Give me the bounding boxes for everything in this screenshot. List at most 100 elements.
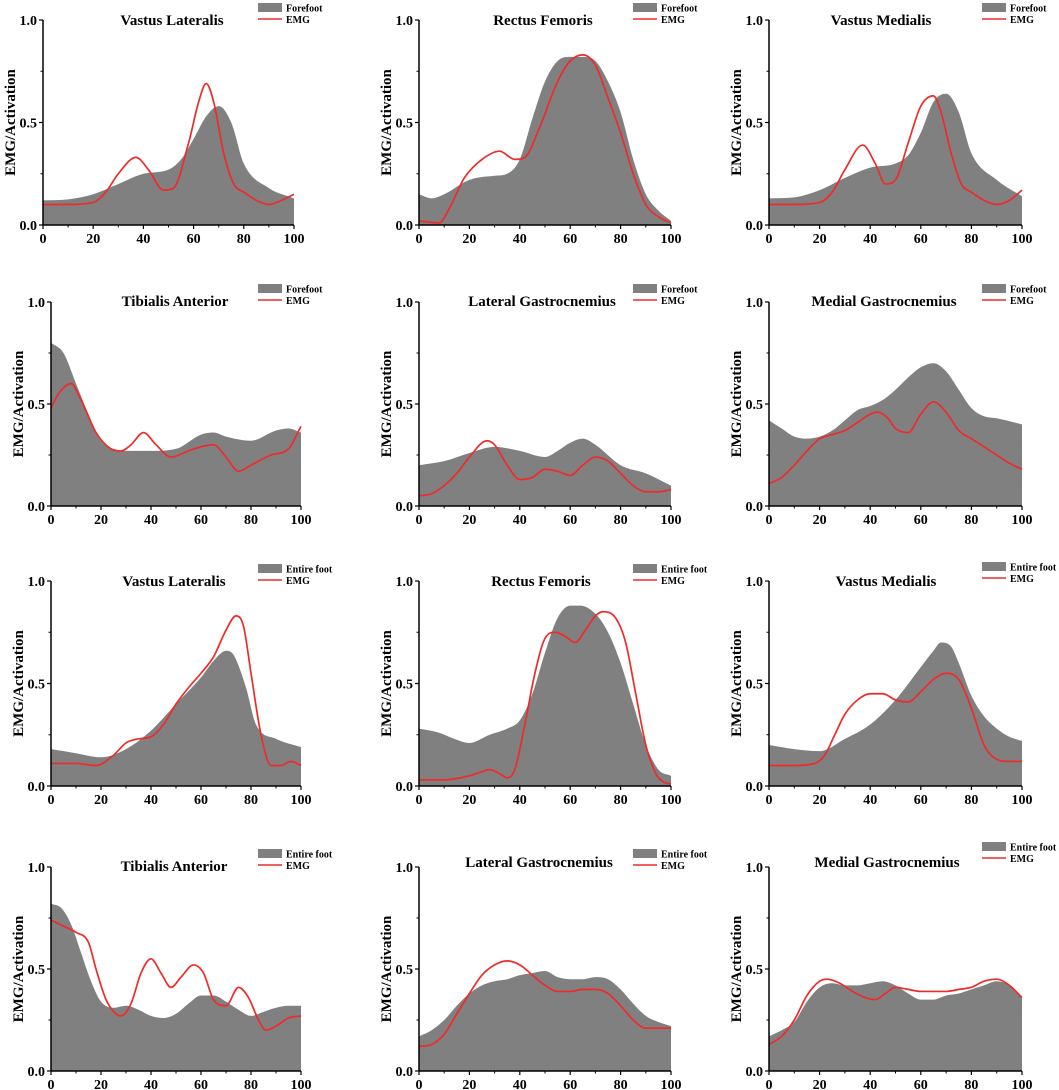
legend-label-area: Entire foot bbox=[286, 850, 333, 861]
x-tick-label: 80 bbox=[237, 232, 251, 247]
panel-title: Vastus Medialis bbox=[831, 13, 932, 29]
y-axis-label: EMG/Activation bbox=[729, 69, 745, 176]
x-tick-label: 40 bbox=[513, 513, 527, 528]
y-axis-label: EMG/Activation bbox=[11, 350, 27, 457]
x-tick-label: 0 bbox=[48, 1078, 55, 1090]
x-tick-label: 20 bbox=[813, 793, 827, 808]
y-tick-label: 0.5 bbox=[28, 398, 46, 413]
legend-label-area: Forefoot bbox=[661, 4, 698, 15]
y-tick-label: 0.5 bbox=[28, 678, 46, 693]
x-tick-label: 100 bbox=[661, 793, 682, 808]
y-tick-label: 0.5 bbox=[746, 117, 764, 132]
legend-swatch-area bbox=[258, 849, 282, 858]
y-axis-label: EMG/Activation bbox=[729, 350, 745, 457]
x-tick-label: 100 bbox=[1012, 513, 1033, 528]
y-axis-label: EMG/Activation bbox=[11, 915, 27, 1022]
panel-title: Vastus Lateralis bbox=[122, 574, 225, 590]
panel-title: Lateral Gastrocnemius bbox=[465, 855, 613, 871]
x-tick-label: 20 bbox=[94, 1078, 108, 1090]
x-tick-label: 60 bbox=[914, 232, 928, 247]
emg-line-series bbox=[769, 672, 1022, 767]
legend-swatch-area bbox=[982, 3, 1006, 12]
x-tick-label: 100 bbox=[291, 1078, 312, 1090]
activation-area-series bbox=[51, 903, 301, 1071]
emg-line-series bbox=[768, 401, 1023, 485]
y-tick-label: 0.5 bbox=[28, 963, 46, 978]
x-tick-label: 0 bbox=[416, 513, 423, 528]
chart-panel-10: 0 20 40 60 80 100 0.0 0.5 1.0 EMG/Activation Tibia… bbox=[11, 849, 333, 1090]
y-tick-label: 0.5 bbox=[396, 398, 414, 413]
x-tick-label: 80 bbox=[964, 513, 978, 528]
chart-panel-4: 0 20 40 60 80 100 0.0 0.5 1.0 EMG/Activation Tibia… bbox=[11, 284, 323, 528]
y-tick-label: 0.0 bbox=[28, 1065, 46, 1080]
legend-swatch-area bbox=[258, 3, 282, 12]
activation-area-series bbox=[419, 971, 671, 1071]
y-axis-label: EMG/Activation bbox=[379, 630, 395, 737]
x-tick-label: 80 bbox=[964, 793, 978, 808]
chart-panel-12: 0 20 40 60 80 100 0.0 0.5 1.0 EMG/Activation Media… bbox=[729, 842, 1057, 1090]
x-tick-label: 40 bbox=[513, 232, 527, 247]
y-tick-label: 1.0 bbox=[396, 575, 414, 590]
chart-panel-9: 0 20 40 60 80 100 0.0 0.5 1.0 EMG/Activation Vastu… bbox=[729, 562, 1057, 808]
emg-line-series bbox=[768, 978, 1023, 1046]
y-axis-label: EMG/Activation bbox=[379, 69, 395, 176]
panel-title: Vastus Lateralis bbox=[120, 13, 223, 29]
legend-label-line: EMG bbox=[286, 296, 310, 307]
x-tick-label: 0 bbox=[766, 1078, 773, 1090]
legend-label-line: EMG bbox=[1010, 574, 1034, 585]
x-tick-label: 20 bbox=[462, 1078, 476, 1090]
y-tick-label: 0.0 bbox=[746, 500, 764, 515]
x-tick-label: 40 bbox=[863, 793, 877, 808]
x-tick-label: 60 bbox=[194, 793, 208, 808]
y-tick-label: 0.0 bbox=[746, 780, 764, 795]
x-tick-label: 100 bbox=[284, 232, 305, 247]
legend-swatch-area bbox=[633, 284, 657, 293]
y-tick-label: 0.0 bbox=[28, 500, 46, 515]
y-tick-label: 0.5 bbox=[396, 117, 414, 132]
y-tick-label: 1.0 bbox=[746, 861, 764, 876]
x-tick-label: 80 bbox=[614, 513, 628, 528]
y-tick-label: 0.5 bbox=[746, 963, 764, 978]
y-tick-label: 0.0 bbox=[746, 219, 764, 234]
emg-line-series bbox=[418, 53, 672, 224]
x-tick-label: 60 bbox=[563, 513, 577, 528]
y-tick-label: 0.0 bbox=[20, 219, 38, 234]
panel-title: Lateral Gastrocnemius bbox=[468, 294, 616, 310]
legend-swatch-area bbox=[258, 284, 282, 293]
x-tick-label: 20 bbox=[94, 793, 108, 808]
y-tick-label: 1.0 bbox=[746, 575, 764, 590]
legend-swatch-area bbox=[982, 284, 1006, 293]
x-tick-label: 80 bbox=[614, 1078, 628, 1090]
legend-label-area: Entire foot bbox=[661, 850, 708, 861]
emg-line-series bbox=[418, 959, 671, 1048]
x-tick-label: 40 bbox=[513, 1078, 527, 1090]
x-tick-label: 60 bbox=[914, 1078, 928, 1090]
y-tick-label: 0.0 bbox=[396, 1065, 414, 1080]
x-tick-label: 20 bbox=[813, 232, 827, 247]
x-tick-label: 20 bbox=[462, 793, 476, 808]
x-tick-label: 20 bbox=[86, 232, 100, 247]
legend-label-line: EMG bbox=[661, 576, 685, 587]
x-tick-label: 80 bbox=[964, 232, 978, 247]
x-tick-label: 0 bbox=[766, 513, 773, 528]
x-tick-label: 60 bbox=[563, 793, 577, 808]
panel-title: Rectus Femoris bbox=[493, 13, 593, 29]
y-axis-label: EMG/Activation bbox=[11, 630, 27, 737]
legend-swatch-area bbox=[633, 849, 657, 858]
y-tick-label: 0.0 bbox=[396, 219, 414, 234]
y-tick-label: 1.0 bbox=[746, 14, 764, 29]
legend-label-area: Entire foot bbox=[1010, 843, 1057, 854]
x-tick-label: 40 bbox=[144, 793, 158, 808]
legend-label-line: EMG bbox=[661, 296, 685, 307]
chart-panel-1: 0 20 40 60 80 100 0.0 0.5 1.0 EMG/Activation Vastu… bbox=[3, 3, 323, 247]
activation-area-series bbox=[769, 981, 1022, 1071]
x-tick-label: 100 bbox=[291, 513, 312, 528]
panel-title: Vastus Medialis bbox=[836, 574, 937, 590]
